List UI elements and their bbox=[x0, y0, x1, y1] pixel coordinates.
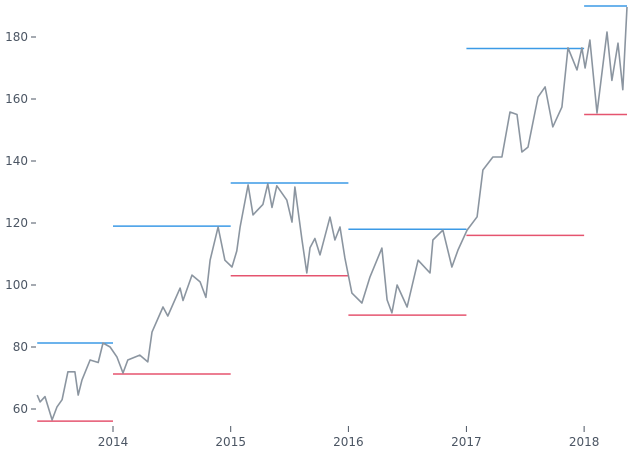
y-tick-label: 100 bbox=[5, 278, 28, 292]
y-tick-label: 180 bbox=[5, 30, 28, 44]
x-tick-label: 2017 bbox=[451, 435, 482, 449]
y-tick-label: 80 bbox=[13, 340, 28, 354]
x-tick-label: 2014 bbox=[98, 435, 129, 449]
price-line bbox=[36, 6, 628, 421]
yearly-range-lines bbox=[37, 5, 628, 422]
y-axis: 60 80 100 120 140 160 180 bbox=[5, 30, 36, 416]
y-tick-label: 160 bbox=[5, 92, 28, 106]
y-tick-label: 120 bbox=[5, 216, 28, 230]
x-axis: 2014 2015 2016 2017 2018 bbox=[98, 426, 600, 449]
y-tick-label: 140 bbox=[5, 154, 28, 168]
x-tick-label: 2018 bbox=[569, 435, 600, 449]
x-tick-label: 2016 bbox=[333, 435, 364, 449]
y-tick-label: 60 bbox=[13, 402, 28, 416]
x-tick-label: 2015 bbox=[215, 435, 246, 449]
price-series bbox=[36, 6, 628, 421]
